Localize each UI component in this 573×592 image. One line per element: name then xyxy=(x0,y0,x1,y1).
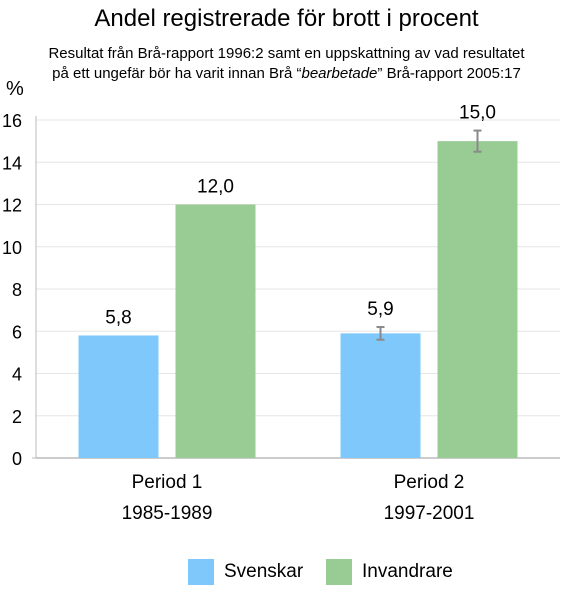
legend-label-svenskar: Svenskar xyxy=(224,561,304,582)
y-tick-label-4: 4 xyxy=(12,365,22,385)
data-label-svenskar-1: 5,8 xyxy=(105,307,131,328)
y-tick-label-16: 16 xyxy=(2,111,22,131)
bar-invandrare-2 xyxy=(437,141,518,458)
legend-item-invandrare: Invandrare xyxy=(326,559,453,585)
y-tick-label-12: 12 xyxy=(2,196,22,216)
subtitle-suffix: ” Brå-rapport 2005:17 xyxy=(377,65,521,82)
data-label-invandrare-1: 12,0 xyxy=(197,177,234,198)
y-tick-label-8: 8 xyxy=(12,280,22,300)
bar-svenskar-1 xyxy=(78,335,159,458)
chart-title: Andel registrerade för brott i procent xyxy=(94,5,479,32)
x-category-years-1: 1985-1989 xyxy=(122,503,213,524)
x-category-label-2: Period 2 xyxy=(394,472,465,493)
y-tick-label-2: 2 xyxy=(12,407,22,427)
y-tick-label-10: 10 xyxy=(2,238,22,258)
legend-label-invandrare: Invandrare xyxy=(362,561,453,582)
bar-svenskar-2 xyxy=(340,333,421,458)
y-axis-unit-label: % xyxy=(6,78,24,100)
legend-swatch-invandrare xyxy=(326,559,352,585)
y-tick-label-0: 0 xyxy=(12,449,22,469)
data-label-svenskar-2: 5,9 xyxy=(367,299,393,320)
chart-subtitle-line1: Resultat från Brå-rapport 1996:2 samt en… xyxy=(48,45,525,62)
x-category-label-1: Period 1 xyxy=(132,472,203,493)
y-tick-label-6: 6 xyxy=(12,322,22,342)
x-category-years-2: 1997-2001 xyxy=(384,503,475,524)
y-tick-label-14: 14 xyxy=(2,153,22,173)
chart-subtitle-line2: på ett ungefär bör ha varit innan Brå “b… xyxy=(0,65,573,82)
legend-swatch-svenskar xyxy=(188,559,214,585)
bar-invandrare-1 xyxy=(175,204,256,458)
subtitle-prefix: på ett ungefär bör ha varit innan Brå “ xyxy=(52,65,302,82)
data-label-invandrare-2: 15,0 xyxy=(459,103,496,124)
subtitle-italic-word: bearbetade xyxy=(301,65,378,82)
legend-item-svenskar: Svenskar xyxy=(188,559,303,585)
